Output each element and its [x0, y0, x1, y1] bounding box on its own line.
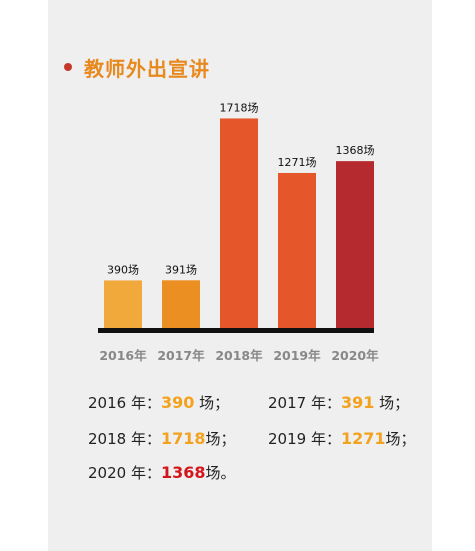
data-label-2019年: 1271场 [278, 155, 317, 169]
summary-2016-value: 390 [160, 393, 195, 412]
x-tick-label-2018年: 2018年 [215, 348, 263, 363]
data-label-2020年: 1368场 [336, 143, 375, 157]
data-label-2018年: 1718场 [220, 100, 259, 114]
bar-2020年 [336, 161, 374, 328]
summary-2017-value: 391 [340, 393, 375, 412]
summary-2019-value: 1271 [340, 429, 386, 448]
summary-2019-suffix: 场； [385, 430, 416, 448]
x-tick-label-2020年: 2020年 [331, 348, 379, 363]
summary-2019: 2019 年：1271场； [268, 428, 416, 449]
chart-title: 教师外出宣讲 [84, 56, 210, 81]
summary-2019-prefix: 2019 年： [268, 430, 341, 448]
bar-2018年 [220, 118, 258, 329]
summary-2020-prefix: 2020 年： [88, 464, 161, 482]
summary-2016-suffix: 场； [194, 394, 230, 412]
bar-2017年 [162, 280, 200, 328]
x-tick-label-2016年: 2016年 [99, 348, 147, 363]
summary-2018-value: 1718 [160, 429, 206, 448]
x-tick-label-2019年: 2019年 [273, 348, 321, 363]
summary-2018: 2018 年：1718场； [88, 428, 236, 449]
summary-2018-suffix: 场； [205, 430, 236, 448]
x-tick-label-2017年: 2017年 [157, 348, 205, 363]
summary-2016-prefix: 2016 年： [88, 394, 161, 412]
summary-2020-suffix: 场。 [205, 464, 236, 482]
summary-2017: 2017 年：391 场； [268, 392, 409, 413]
data-label-2016年: 390场 [107, 262, 139, 276]
x-axis-line [98, 328, 374, 333]
summary-2017-suffix: 场； [374, 394, 410, 412]
summary-2020: 2020 年：1368场。 [88, 462, 236, 483]
section-header: 教师外出宣讲 [64, 54, 210, 81]
bullet-dot-icon [64, 63, 72, 71]
summary-2020-value: 1368 [160, 463, 206, 482]
bar-chart: 390场 2016年 391场 2017年 1718场 2018年 1271场 2019年 13… [98, 100, 379, 363]
data-label-2017年: 391场 [165, 262, 197, 276]
summary-2016: 2016 年：390 场； [88, 392, 229, 413]
summary-2017-prefix: 2017 年： [268, 394, 341, 412]
summary-2018-prefix: 2018 年： [88, 430, 161, 448]
bar-2019年 [278, 172, 316, 328]
bar-2016年 [104, 280, 142, 328]
